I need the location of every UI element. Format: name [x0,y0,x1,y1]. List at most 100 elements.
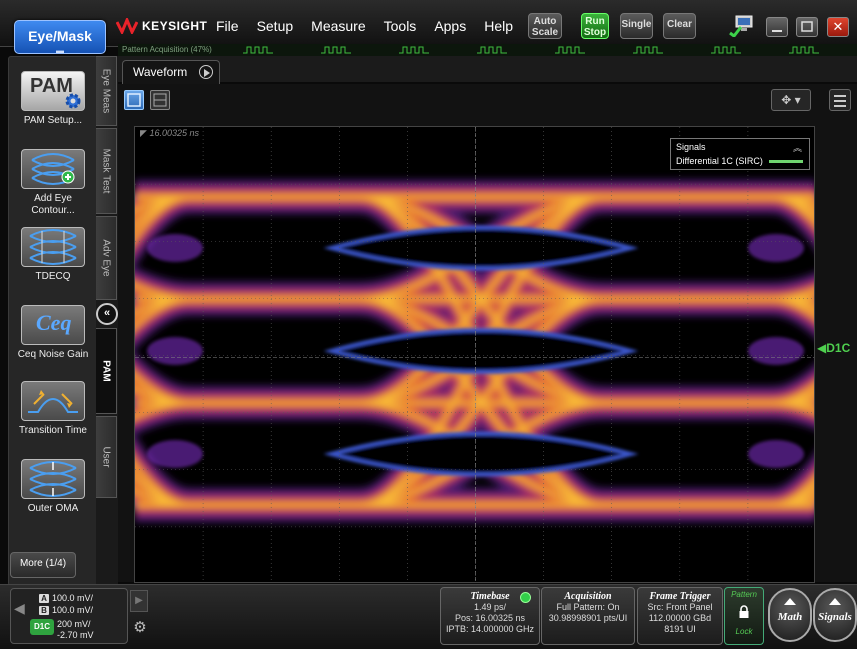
tab-eye-meas-label: Eye Meas [100,68,112,114]
measurement-panel: PAM PAM Setup... Add Eye Contour... TDEC… [8,56,98,586]
single-button[interactable]: Single [620,13,653,39]
minimize-button[interactable] [766,17,788,37]
add-eye-contour-label: Add Eye Contour... [31,193,75,216]
tab-waveform[interactable]: Waveform [122,60,220,84]
channel-b-badge: B [39,606,49,615]
tdecq-icon [21,227,85,267]
network-status-icon[interactable] [728,15,754,37]
channel-d1c-offset: -2.70 mV [57,630,94,640]
tab-pam-label: PAM [100,360,112,382]
transition-time-label: Transition Time [19,425,87,436]
auto-scale-label-2: Scale [531,27,559,38]
acquisition-full-pattern: Full Pattern: On [556,602,620,612]
pan-move-icon: ✥ ▾ [781,93,801,107]
transition-time-icon [21,381,85,421]
keysight-logo-icon [116,18,138,34]
pam-setup-item[interactable]: PAM PAM Setup... [9,71,97,127]
stop-label: Stop [583,27,607,38]
frame-trigger-panel[interactable]: Frame Trigger Src: Front Panel 112.00000… [637,587,723,645]
channel-b-scale: 100.0 mV/ [52,605,94,615]
ceq-noise-gain-label: Ceq Noise Gain [17,349,89,360]
run-label: Run [585,16,605,27]
channel-next-button[interactable]: ▶ [130,590,148,612]
tab-mask-test[interactable]: Mask Test [96,128,117,214]
channel-d1c-scale: 200 mV/ [57,619,91,629]
pam-setup-label: PAM Setup... [23,115,83,126]
tab-eye-meas[interactable]: Eye Meas [96,56,117,126]
signals-legend[interactable]: Signals ︽ Differential 1C (SIRC) [670,138,810,170]
tab-adv-eye-label: Adv Eye [100,239,112,277]
pattern-lock-top-label: Pattern [731,590,757,599]
timebase-panel[interactable]: Timebase 1.49 ps/ Pos: 16.00325 ns IPTB:… [440,587,540,645]
chevron-left-icon[interactable]: ◀ [14,600,25,616]
multi-grid-icon [153,93,167,107]
eye-diagram-graphic [135,127,814,582]
pattern-lock-button[interactable]: Pattern Lock [724,587,764,645]
outer-oma-label: Outer OMA [27,503,79,514]
tab-pam[interactable]: PAM [96,328,117,414]
collapse-panel-button[interactable]: « [96,303,118,325]
tab-user-label: User [100,446,112,468]
menu-tools[interactable]: Tools [383,18,417,34]
math-button[interactable]: Math [768,588,812,642]
tab-user[interactable]: User [96,416,117,498]
menu-measure[interactable]: Measure [311,18,366,34]
lock-icon [739,605,749,618]
channel-scale-panel[interactable]: A 100.0 mV/ B 100.0 mV/ 200 mV/ -2.70 mV [10,588,128,644]
maximize-button[interactable] [796,17,818,37]
timebase-iptb: IPTB: 14.000000 GHz [445,624,535,634]
hamburger-icon-line [834,105,846,107]
eye-contour-icon [21,149,85,189]
tab-adv-eye[interactable]: Adv Eye [96,216,117,300]
outer-oma-item[interactable]: Outer OMA [9,459,97,515]
ceq-noise-gain-item[interactable]: Ceq Ceq Noise Gain [9,305,97,361]
menu-help[interactable]: Help [484,18,514,34]
signals-button[interactable]: Signals [813,588,857,642]
time-reference-label: ◤ 16.00325 ns [140,128,199,139]
menu-file[interactable]: File [216,18,239,34]
auto-scale-label-1: Auto [533,16,557,27]
outer-oma-icon [21,459,85,499]
tab-mask-test-label: Mask Test [100,148,112,194]
channel-d1c-badge[interactable]: D1C [30,619,54,635]
eye-grid-icon [29,229,77,265]
transition-time-item[interactable]: Transition Time [9,381,97,437]
channel-a-scale: 100.0 mV/ [52,593,94,603]
play-icon[interactable] [199,65,213,79]
clear-button[interactable]: Clear [663,13,696,39]
maximize-icon [801,21,813,32]
chevron-up-icon[interactable]: ︽ [792,143,802,153]
channel-a-badge: A [39,594,49,603]
tdecq-item[interactable]: TDECQ [9,227,97,283]
acquisition-pts-per-ui: 30.98998901 pts/UI [548,613,628,623]
hamburger-icon-line [834,95,846,97]
legend-color-swatch [769,160,803,163]
run-stop-button[interactable]: Run Stop [581,13,609,39]
timebase-scale: 1.49 ps/ [473,602,507,612]
eye-mask-mode-button[interactable]: Eye/Mask ▬ [14,20,106,55]
ceq-icon: Ceq [21,305,85,345]
marker-triangle-icon: ◤ [140,128,147,138]
eye-levels-icon [29,461,77,497]
close-button[interactable]: ✕ [827,17,849,37]
menu-apps[interactable]: Apps [434,18,467,34]
frame-trigger-rate: 112.00000 GBd [648,613,712,623]
pan-zoom-button[interactable]: ✥ ▾ [771,89,811,111]
eye-diagram-plot[interactable] [134,126,815,583]
channel-settings-button[interactable]: ⚙ [130,616,150,642]
ceq-icon-text: Ceq [36,310,72,335]
hamburger-menu-button[interactable] [829,89,851,111]
acquisition-title: Acquisition [564,591,612,602]
tab-waveform-label: Waveform [133,65,188,79]
menu-setup[interactable]: Setup [256,18,294,34]
multi-grid-view-button[interactable] [150,90,170,110]
eye-mask-label: Eye/Mask [28,28,92,44]
auto-scale-button[interactable]: Auto Scale [528,13,562,39]
add-eye-contour-item[interactable]: Add Eye Contour... [9,149,97,217]
timebase-status-led [520,592,531,603]
channel-d1c-marker[interactable]: ◀D1C [817,341,851,355]
acquisition-panel[interactable]: Acquisition Full Pattern: On 30.98998901… [541,587,635,645]
single-grid-view-button[interactable] [124,90,144,110]
more-button[interactable]: More (1/4) [10,552,76,578]
chevron-double-left-icon: « [103,307,111,319]
